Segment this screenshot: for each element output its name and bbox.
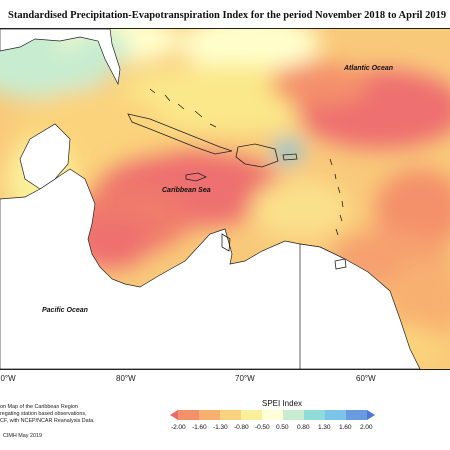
land-yucatan: [19, 123, 71, 190]
lon-label-70w: 70°W: [235, 374, 255, 383]
legend-swatch-min: [170, 410, 178, 420]
legend-tick-label: -0.80: [234, 424, 249, 431]
atlantic-ocean-label: Atlantic Ocean: [344, 65, 394, 72]
legend-tick-label: -1.30: [213, 424, 228, 431]
legend-tick-label: 1.30: [318, 424, 331, 431]
trinidad-outline: [334, 258, 347, 270]
hispaniola-outline: [235, 143, 279, 168]
legend-swatch-max: [367, 410, 375, 420]
legend-colorbar: [170, 410, 375, 420]
land-south-america-coast: [299, 243, 421, 369]
lon-label-60w: 60°W: [356, 374, 376, 383]
legend-tick-label: 1.60: [339, 424, 352, 431]
lesser-antilles-outline: [329, 158, 344, 236]
legend-tick-label: -2.00: [171, 424, 186, 431]
lon-label-90w: 90°W: [0, 374, 16, 383]
spei-map: Atlantic Ocean Caribbean Sea Pacific Oce…: [0, 28, 450, 370]
legend-swatch: [262, 410, 284, 420]
land-north-america: [0, 29, 121, 86]
caption-line-1: on Map of the Caribbean Region: [0, 404, 78, 410]
legend-tick-label: -0.50: [255, 424, 270, 431]
legend-swatch: [178, 410, 200, 420]
caption-line-3: CF, with NCEP/NCAR Reanalysis Data.: [0, 418, 95, 424]
lake-maracaibo-outline: [221, 233, 231, 252]
legend-swatch: [241, 410, 263, 420]
credit-text: CIMH May 2019: [3, 433, 42, 439]
puerto-rico-outline: [282, 153, 298, 161]
legend-title: SPEI Index: [262, 399, 303, 408]
legend-swatch: [325, 410, 347, 420]
jamaica-outline: [185, 172, 207, 182]
legend-tick-label: -1.60: [192, 424, 207, 431]
legend-swatch: [304, 410, 326, 420]
pacific-ocean-label: Pacific Ocean: [42, 307, 88, 314]
legend-tick-label: 0.80: [297, 424, 310, 431]
cuba-outline: [127, 113, 233, 155]
caption-line-2: regating station based observations,: [0, 411, 87, 417]
map-title: Standardised Precipitation-Evapotranspir…: [8, 10, 447, 21]
legend-swatch: [283, 410, 305, 420]
lon-label-80w: 80°W: [116, 374, 136, 383]
caribbean-sea-label: Caribbean Sea: [162, 187, 211, 194]
legend-swatch: [199, 410, 221, 420]
legend-swatch: [346, 410, 368, 420]
bahamas-outline: [149, 88, 217, 128]
spei-wet-puerto-rico: [274, 139, 302, 163]
legend-swatch: [220, 410, 242, 420]
legend-tick-label: 0.50: [276, 424, 289, 431]
legend-tick-label: 2.00: [360, 424, 373, 431]
